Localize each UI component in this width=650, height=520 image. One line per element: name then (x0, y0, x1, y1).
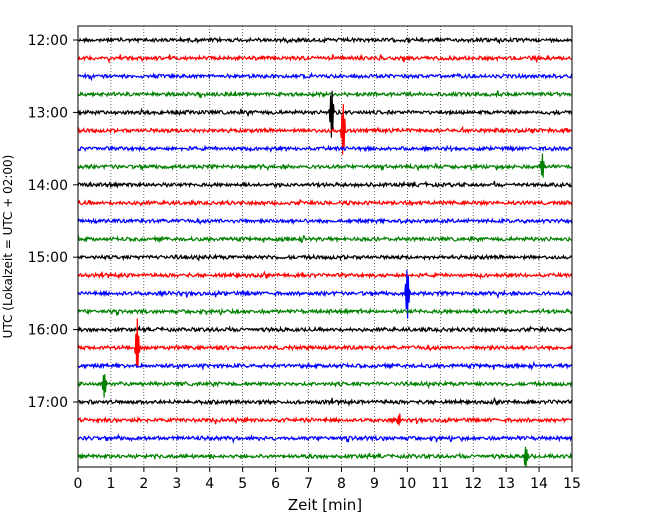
x-tick-label: 0 (74, 476, 83, 492)
seismic-traces (77, 35, 573, 468)
trace-16-15 (77, 318, 573, 368)
x-tick-label: 15 (563, 476, 581, 492)
x-tick-label: 5 (238, 476, 247, 492)
trace-12-45 (77, 90, 573, 99)
trace-12-15 (77, 53, 573, 64)
trace-15-15 (77, 270, 573, 281)
y-axis-ticks: 12:00 13:00 14:00 15:00 16:00 17:00 (28, 33, 78, 411)
x-tick-label: 1 (106, 476, 115, 492)
trace-17-15 (77, 413, 573, 426)
x-tick-label: 7 (304, 476, 313, 492)
trace-16-00 (77, 324, 573, 334)
x-tick-label: 12 (464, 476, 482, 492)
trace-17-30 (77, 432, 573, 444)
x-tick-label: 8 (337, 476, 346, 492)
trace-14-15 (77, 198, 573, 207)
x-tick-label: 13 (497, 476, 515, 492)
trace-13-30 (77, 144, 573, 153)
y-tick-label: 13:00 (28, 105, 68, 121)
x-tick-label: 3 (172, 476, 181, 492)
x-tick-label: 10 (398, 476, 416, 492)
y-tick-label: 15:00 (28, 250, 68, 266)
x-axis-ticks: 0 1 2 3 4 5 6 7 8 9 10 11 12 13 14 15 (74, 467, 581, 492)
trace-15-45 (77, 307, 573, 316)
trace-12-30 (77, 71, 573, 82)
y-tick-label: 12:00 (28, 33, 68, 49)
trace-17-00 (77, 396, 573, 407)
x-tick-label: 2 (139, 476, 148, 492)
trace-14-00 (77, 180, 573, 189)
trace-17-45 (77, 446, 573, 468)
trace-14-30 (77, 217, 573, 226)
trace-16-30 (77, 360, 573, 371)
x-tick-label: 11 (431, 476, 449, 492)
trace-13-15 (77, 104, 573, 155)
y-tick-label: 17:00 (28, 395, 68, 411)
y-tick-label: 16:00 (28, 323, 68, 339)
x-axis-label: Zeit [min] (288, 496, 362, 514)
plot-frame (77, 25, 573, 468)
trace-13-00 (77, 90, 573, 138)
x-tick-label: 4 (205, 476, 214, 492)
trace-16-45 (77, 374, 573, 398)
y-tick-label: 14:00 (28, 178, 68, 194)
trace-15-00 (77, 253, 573, 262)
trace-15-30 (77, 269, 573, 319)
x-tick-label: 9 (370, 476, 379, 492)
trace-14-45 (77, 234, 573, 244)
trace-12-00 (77, 35, 573, 45)
x-tick-label: 14 (530, 476, 548, 492)
x-tick-label: 6 (271, 476, 280, 492)
y-axis-label: UTC (Lokalzeit = UTC + 02:00) (1, 155, 15, 339)
trace-13-45 (77, 153, 573, 178)
